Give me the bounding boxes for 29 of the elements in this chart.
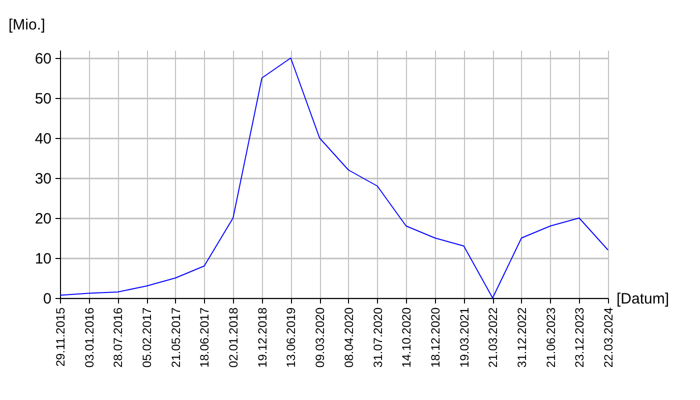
x-tick-label: 21.05.2017 <box>168 307 183 368</box>
y-tick-label: 0 <box>43 290 52 308</box>
x-tick-label: 18.06.2017 <box>198 307 212 368</box>
y-tick-label: 40 <box>34 130 52 148</box>
x-tick-label: 03.01.2016 <box>82 307 96 368</box>
x-tick-label: 22.03.2024 <box>602 307 616 368</box>
x-tick-label: 18.12.2020 <box>428 307 442 368</box>
x-tick-label: 23.12.2023 <box>572 307 587 368</box>
x-tick-label: 29.11.2015 <box>54 307 68 367</box>
x-tick-label: 02.01.2018 <box>226 307 241 368</box>
x-tick-label: 08.04.2020 <box>342 307 356 368</box>
x-tick-label: 19.03.2021 <box>457 307 472 368</box>
x-tick-label: 19.12.2018 <box>255 307 270 368</box>
y-tick-label: 20 <box>34 210 52 228</box>
y-axis-title: [Mio.] <box>8 16 46 34</box>
y-tick-label: 10 <box>34 250 52 268</box>
x-tick-label: 21.06.2023 <box>544 307 558 368</box>
x-tick-label: 05.02.2017 <box>140 307 154 368</box>
y-tick-label: 60 <box>34 50 52 68</box>
x-tick-label: 28.07.2016 <box>111 307 126 368</box>
x-tick-label: 09.03.2020 <box>313 307 328 368</box>
x-tick-label: 31.12.2022 <box>514 307 529 368</box>
y-tick-label: 30 <box>34 170 52 188</box>
y-tick-label: 50 <box>34 90 52 108</box>
x-axis-title: [Datum] <box>616 290 670 308</box>
x-tick-label: 21.03.2022 <box>486 307 500 368</box>
x-tick-label: 31.07.2020 <box>370 307 385 368</box>
x-tick-label: 13.06.2019 <box>284 307 298 368</box>
x-tick-label: 14.10.2020 <box>400 307 414 368</box>
